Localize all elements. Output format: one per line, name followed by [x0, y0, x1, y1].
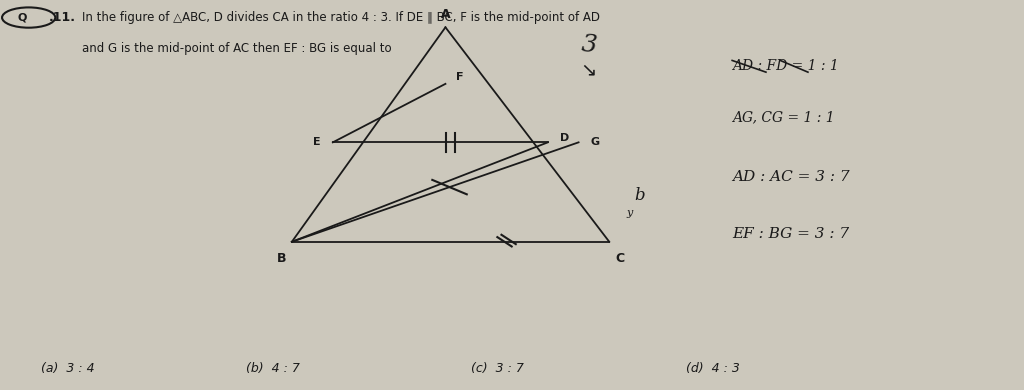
Text: AD : FD = 1 : 1: AD : FD = 1 : 1	[732, 59, 839, 73]
Text: (a)  3 : 4: (a) 3 : 4	[41, 362, 94, 375]
Text: B: B	[276, 252, 287, 264]
Text: and G is the mid-point of AC then EF : BG is equal to: and G is the mid-point of AC then EF : B…	[82, 42, 391, 55]
Text: D: D	[560, 133, 569, 144]
Text: y: y	[627, 207, 633, 218]
Text: A: A	[440, 9, 451, 21]
Text: EF : BG = 3 : 7: EF : BG = 3 : 7	[732, 227, 849, 241]
Text: .11.: .11.	[49, 11, 76, 24]
Text: C: C	[615, 252, 624, 264]
Text: Q: Q	[17, 12, 28, 23]
Text: F: F	[456, 72, 463, 82]
Text: ↘: ↘	[581, 61, 597, 80]
Text: b: b	[635, 186, 645, 204]
Text: AD : AC = 3 : 7: AD : AC = 3 : 7	[732, 170, 850, 184]
Text: (b)  4 : 7: (b) 4 : 7	[246, 362, 300, 375]
Text: G: G	[591, 137, 600, 147]
Text: E: E	[313, 137, 321, 147]
Text: (d)  4 : 3: (d) 4 : 3	[686, 362, 740, 375]
Text: 3: 3	[580, 33, 598, 57]
Text: In the figure of △ABC, D divides CA in the ratio 4 : 3. If DE ∥ BC, F is the mid: In the figure of △ABC, D divides CA in t…	[82, 11, 600, 24]
Text: (c)  3 : 7: (c) 3 : 7	[471, 362, 524, 375]
Text: AG, CG = 1 : 1: AG, CG = 1 : 1	[732, 110, 835, 124]
